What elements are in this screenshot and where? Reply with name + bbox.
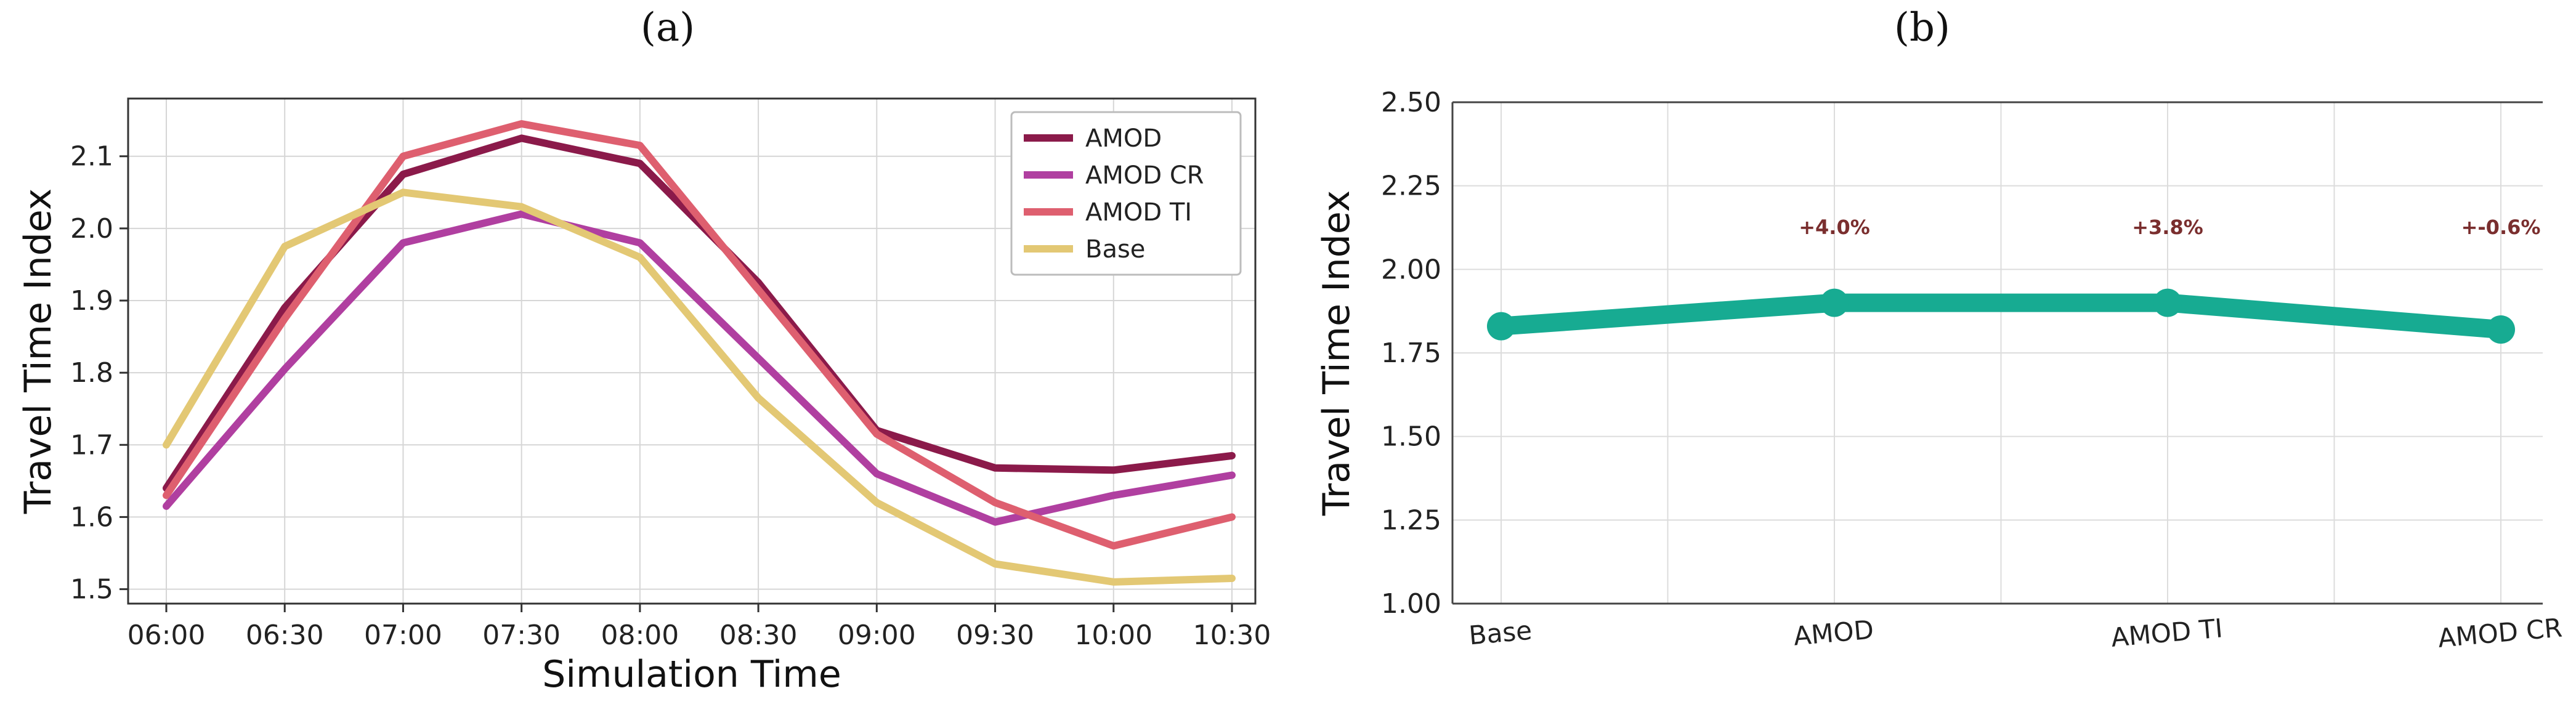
change-annotation: +4.0% xyxy=(1799,216,1870,239)
y-tick-label: 2.0 xyxy=(70,213,113,245)
x-tick-label: 08:00 xyxy=(601,620,679,651)
y-axis-title: Travel Time Index xyxy=(17,188,60,515)
series-line-base xyxy=(163,188,1236,586)
legend-label: AMOD xyxy=(1085,124,1162,153)
x-tick-label: 09:30 xyxy=(956,620,1034,651)
y-tick-label: 1.7 xyxy=(70,429,113,461)
x-tick-label: 07:30 xyxy=(482,620,561,651)
x-axis-title: Simulation Time xyxy=(542,653,841,696)
y-tick-label: 1.6 xyxy=(70,501,113,533)
y-tick-label: 1.25 xyxy=(1381,504,1441,536)
x-tick-label: 10:00 xyxy=(1074,620,1152,651)
legend-label: AMOD TI xyxy=(1085,198,1192,227)
panel-a-label: (a) xyxy=(641,5,695,51)
legend-label: AMOD CR xyxy=(1085,161,1204,190)
x-tick-label: 06:00 xyxy=(128,620,206,651)
data-point-amod-cr xyxy=(2487,315,2515,344)
data-point-base xyxy=(1487,312,1515,341)
series-line-amod-cr xyxy=(163,210,1236,526)
data-point-amod xyxy=(1820,288,1849,317)
y-tick-label: 1.8 xyxy=(70,357,113,389)
x-tick-label: 07:00 xyxy=(364,620,442,651)
y-tick-label: 1.5 xyxy=(70,574,113,605)
y-axis-title: Travel Time Index xyxy=(1315,190,1358,517)
series-line-tti xyxy=(1492,293,2510,339)
x-tick-label: Base xyxy=(1468,615,1533,651)
x-tick-label: AMOD xyxy=(1792,614,1875,651)
change-annotation: +3.8% xyxy=(2132,216,2203,239)
y-tick-label: 2.25 xyxy=(1381,171,1441,202)
change-annotation: +-0.6% xyxy=(2461,216,2541,239)
legend-box xyxy=(1010,111,1242,276)
y-tick-label: 2.00 xyxy=(1381,254,1441,285)
line-chart-b: 1.00 1.25 1.50 1.75 2.00 2.25 2.50 Base AMOD AMOD… xyxy=(1315,87,2564,653)
y-tick-label: 2.1 xyxy=(70,141,113,172)
y-tick-label: 1.75 xyxy=(1381,338,1441,369)
y-tick-label: 1.9 xyxy=(70,285,113,317)
x-tick-label: AMOD TI xyxy=(2110,613,2224,653)
y-tick-label: 2.50 xyxy=(1381,87,1441,118)
plot-frame-a xyxy=(127,97,1257,605)
y-tick-label: 1.00 xyxy=(1381,588,1441,620)
x-tick-label: 06:30 xyxy=(246,620,324,651)
y-tick-label: 1.50 xyxy=(1381,421,1441,453)
x-tick-label: AMOD CR xyxy=(2437,612,2564,653)
x-tick-label: 09:00 xyxy=(838,620,916,651)
x-tick-label: 08:30 xyxy=(719,620,798,651)
x-tick-label: 10:30 xyxy=(1193,620,1271,651)
panel-b-label: (b) xyxy=(1894,5,1950,51)
legend-label: Base xyxy=(1085,235,1145,264)
series-line-amod-ti xyxy=(163,120,1236,550)
line-chart-a: 06:00 06:30 07:00 07:30 08:00 08:30 09:00 09:30… xyxy=(17,97,1271,696)
data-point-amod-ti xyxy=(2153,288,2182,317)
